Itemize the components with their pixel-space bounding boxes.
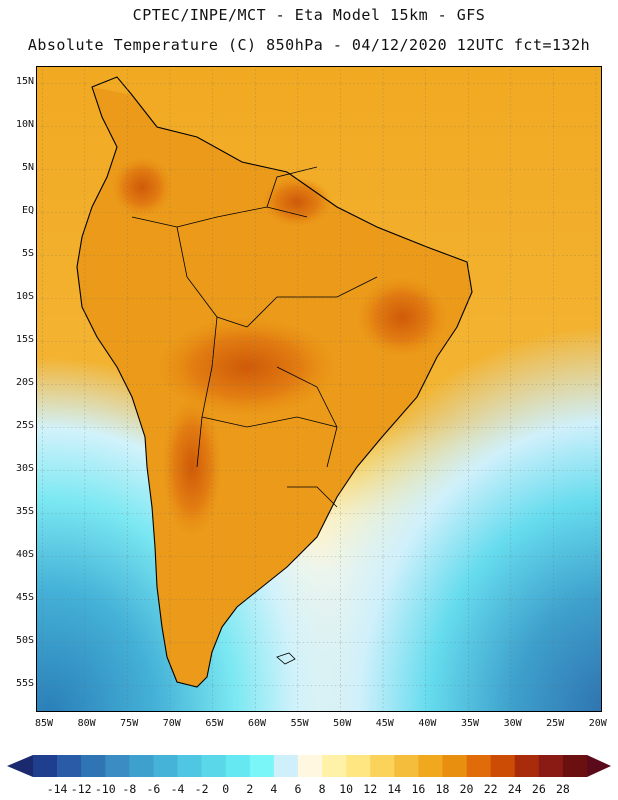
colorbar-swatch xyxy=(249,755,275,777)
colorbar-level-label: 24 xyxy=(508,782,522,796)
lon-label: 30W xyxy=(503,718,522,729)
lat-label: 15N xyxy=(15,76,34,87)
lon-label: 85W xyxy=(34,718,54,729)
lon-label: 75W xyxy=(120,718,139,729)
lat-label: 45S xyxy=(15,592,34,603)
colorbar-level-label: -8 xyxy=(122,782,136,796)
colorbar-level-label: 2 xyxy=(246,782,253,796)
lat-label: 10S xyxy=(15,291,34,302)
lon-label: 35W xyxy=(460,718,480,729)
lat-label: 5S xyxy=(21,248,34,259)
colorbar-level-label: -10 xyxy=(95,782,116,796)
lon-label: 40W xyxy=(418,718,437,729)
colorbar-swatch xyxy=(225,755,251,777)
temperature-colorbar: -14 -12 -10 -8 -6 -4 -2 0 2 4 6 8 10 12 14 16 18 20 22 24 26… xyxy=(7,755,611,796)
lat-label: 50S xyxy=(15,635,34,646)
colorbar-swatch xyxy=(394,755,419,777)
colorbar-swatch xyxy=(201,755,226,777)
colorbar-max-arrow xyxy=(587,755,611,777)
colorbar-level-label: 12 xyxy=(363,782,377,796)
colorbar-swatch xyxy=(273,755,299,777)
colorbar-swatch xyxy=(297,755,323,777)
lon-label: 80W xyxy=(77,718,96,729)
lat-label: 25S xyxy=(15,420,34,431)
lon-label: 70W xyxy=(162,718,181,729)
lat-label: 30S xyxy=(15,463,34,474)
lon-label: 50W xyxy=(333,718,352,729)
colorbar-swatch xyxy=(81,755,106,777)
colorbar-swatch xyxy=(538,755,564,777)
colorbar-level-label: 28 xyxy=(556,782,570,796)
colorbar-level-label: -6 xyxy=(147,782,161,796)
lat-label: 15S xyxy=(15,334,34,345)
colorbar-swatch xyxy=(177,755,202,777)
colorbar-level-label: 26 xyxy=(532,782,546,796)
colorbar-swatch xyxy=(418,755,443,777)
map-canvas xyxy=(37,67,601,711)
lat-label: 35S xyxy=(15,506,34,517)
colorbar-level-label: 8 xyxy=(319,782,326,796)
colorbar-swatch xyxy=(562,755,588,777)
colorbar-level-label: 20 xyxy=(460,782,474,796)
colorbar-swatch xyxy=(466,755,491,777)
colorbar-level-label: -2 xyxy=(195,782,209,796)
map-title: CPTEC/INPE/MCT - Eta Model 15km - GFS xyxy=(132,6,486,24)
lon-label: 20W xyxy=(588,718,607,729)
colorbar-swatch xyxy=(490,755,516,777)
colorbar-swatch xyxy=(129,755,154,777)
colorbar-swatch xyxy=(442,755,467,777)
lon-label: 25W xyxy=(546,718,565,729)
lat-label: 20S xyxy=(15,377,34,388)
colorbar-level-label: 16 xyxy=(411,782,425,796)
lon-label: 45W xyxy=(375,718,394,729)
lat-label: 5N xyxy=(21,162,34,173)
colorbar-swatch xyxy=(514,755,540,777)
lon-label: 60W xyxy=(247,718,267,729)
colorbar-level-label: -12 xyxy=(71,782,92,796)
temperature-map xyxy=(36,66,602,712)
colorbar-swatch xyxy=(322,755,347,777)
lat-label: 40S xyxy=(15,549,34,560)
colorbar-swatch xyxy=(153,755,178,777)
colorbar-level-label: 14 xyxy=(387,782,401,796)
colorbar-min-arrow xyxy=(7,755,33,777)
graticule xyxy=(37,67,601,711)
colorbar-level-label: 22 xyxy=(484,782,498,796)
colorbar-swatch xyxy=(370,755,395,777)
map-subtitle: Absolute Temperature (C) 850hPa - 04/12/… xyxy=(27,36,591,54)
lon-label: 65W xyxy=(205,718,224,729)
colorbar-level-label: 4 xyxy=(270,782,277,796)
colorbar-swatch xyxy=(346,755,371,777)
colorbar-level-label: -4 xyxy=(171,782,185,796)
colorbar-swatch xyxy=(57,755,82,777)
colorbar-swatch xyxy=(33,755,58,777)
colorbar-level-label: 10 xyxy=(339,782,353,796)
colorbar-level-label: 6 xyxy=(294,782,301,796)
colorbar-level-label: 0 xyxy=(222,782,229,796)
lon-label: 55W xyxy=(290,718,309,729)
colorbar-level-label: -14 xyxy=(47,782,68,796)
colorbar-level-label: 18 xyxy=(436,782,450,796)
lat-label: 55S xyxy=(15,678,34,689)
lat-label: EQ xyxy=(21,205,34,216)
colorbar-swatch xyxy=(105,755,130,777)
lat-label: 10N xyxy=(15,119,34,130)
